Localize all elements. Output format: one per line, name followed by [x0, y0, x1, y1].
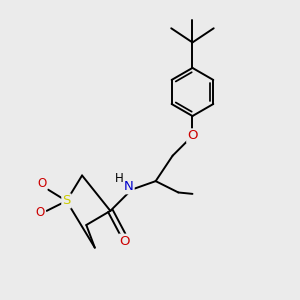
- Text: O: O: [187, 129, 198, 142]
- Text: O: O: [36, 206, 45, 219]
- Text: O: O: [37, 178, 46, 190]
- Text: O: O: [119, 235, 130, 248]
- Text: H: H: [115, 172, 123, 185]
- Text: S: S: [62, 194, 71, 208]
- Text: N: N: [124, 180, 134, 193]
